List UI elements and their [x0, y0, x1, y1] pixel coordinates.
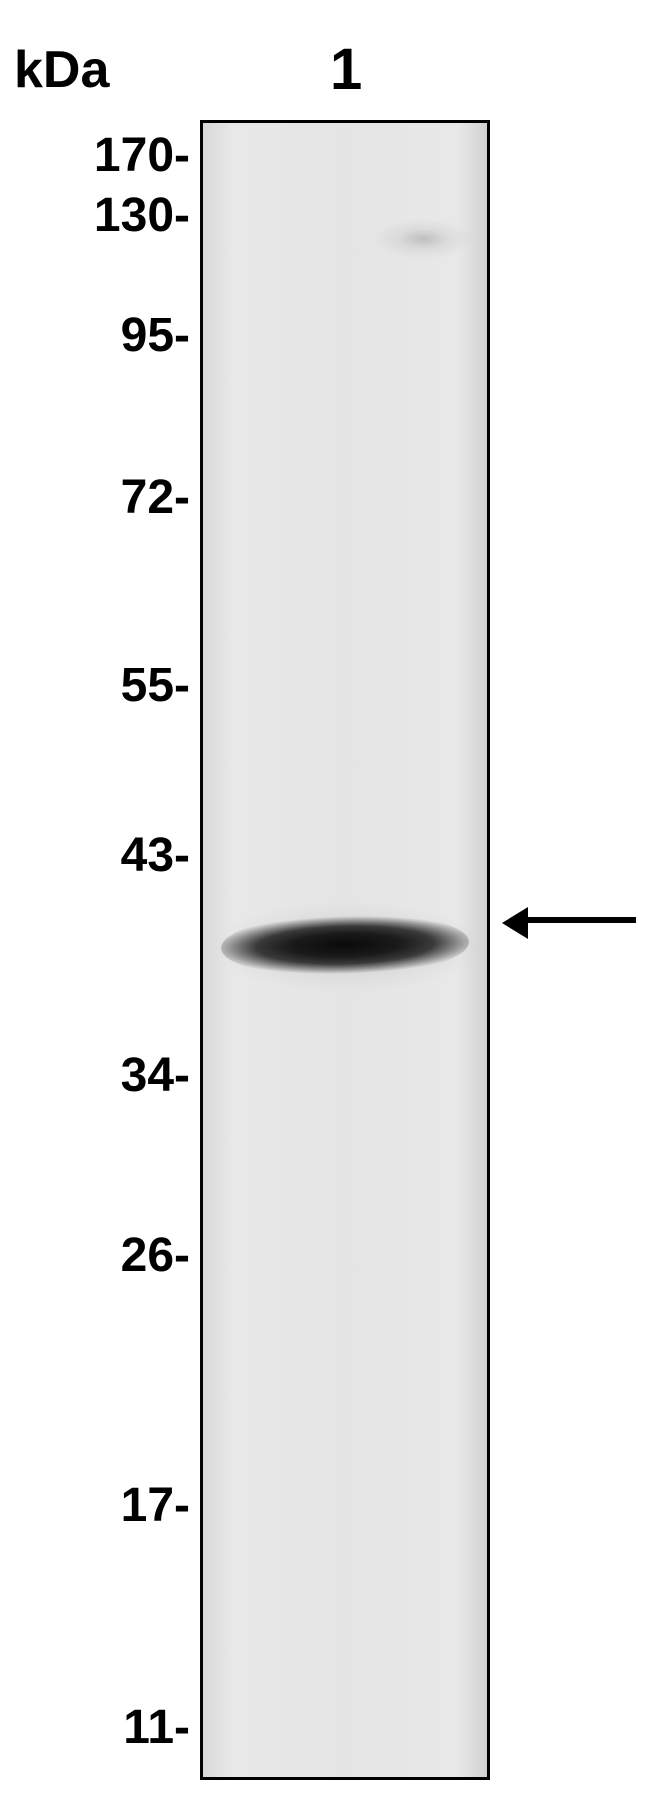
marker-11: 11-: [123, 1700, 190, 1755]
marker-170: 170-: [94, 128, 190, 183]
marker-95: 95-: [121, 308, 190, 363]
western-blot-figure: kDa 1 170- 130- 95- 72- 55- 43- 34- 26- …: [0, 0, 650, 1806]
marker-26: 26-: [121, 1228, 190, 1283]
marker-72: 72-: [121, 470, 190, 525]
lane-number-label: 1: [330, 36, 362, 103]
marker-130: 130-: [94, 188, 190, 243]
marker-55: 55-: [121, 658, 190, 713]
blot-lane: [200, 120, 490, 1780]
band-arrow: [502, 920, 642, 960]
marker-43: 43-: [121, 828, 190, 883]
arrow-head-icon: [502, 907, 528, 939]
arrow-shaft: [526, 917, 636, 923]
faint-smudge: [373, 219, 473, 259]
marker-34: 34-: [121, 1048, 190, 1103]
marker-17: 17-: [121, 1478, 190, 1533]
kda-unit-label: kDa: [14, 40, 109, 100]
